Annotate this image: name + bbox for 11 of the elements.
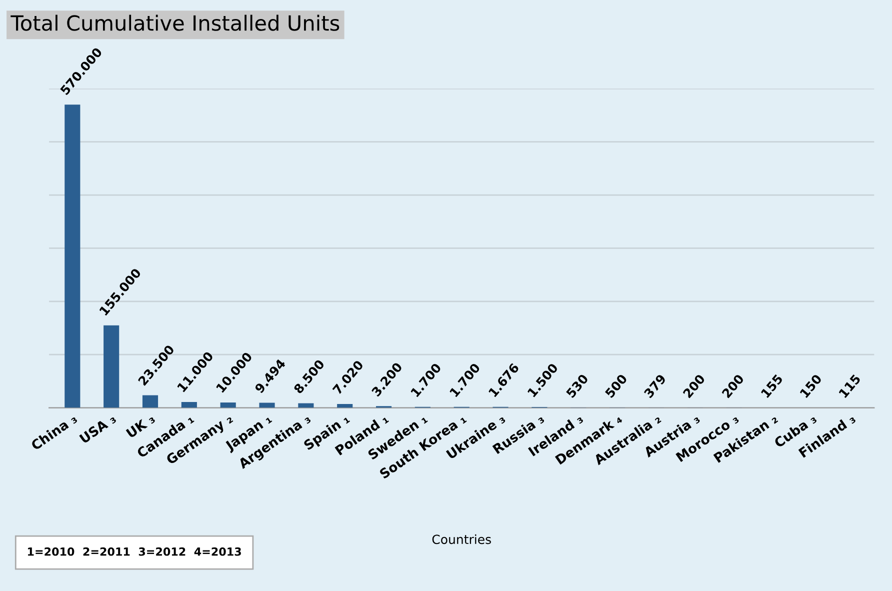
bar (64, 104, 80, 408)
bar (104, 325, 120, 408)
bar (337, 404, 353, 408)
x-axis-title: Countries (432, 534, 491, 544)
bar (142, 395, 158, 408)
bar (181, 402, 197, 408)
x-tick-label: USA ₃ (79, 413, 117, 444)
text: 1=2010 2=2011 3=2012 4=2013 (28, 547, 241, 556)
bar (259, 402, 275, 408)
bar (220, 402, 236, 408)
chart-title: Total Cumulative Installed Units (10, 14, 340, 31)
